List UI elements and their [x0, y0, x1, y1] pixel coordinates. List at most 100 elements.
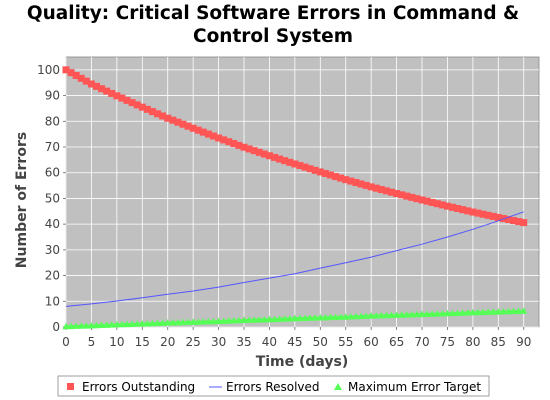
data-point-errors-outstanding: [118, 94, 126, 102]
x-tick-label: 55: [338, 335, 353, 349]
data-point-maximum-error-target: [169, 318, 177, 326]
x-tick-label: 90: [516, 335, 531, 349]
data-point-errors-outstanding: [67, 69, 75, 77]
data-point-errors-outstanding: [133, 101, 141, 109]
data-point-maximum-error-target: [296, 314, 304, 322]
data-point-errors-outstanding: [464, 207, 472, 215]
data-point-maximum-error-target: [504, 307, 512, 315]
data-point-errors-outstanding: [159, 112, 167, 120]
data-point-errors-outstanding: [209, 132, 217, 140]
data-point-maximum-error-target: [479, 308, 487, 316]
data-point-maximum-error-target: [311, 314, 319, 321]
data-point-errors-outstanding: [479, 210, 487, 218]
data-point-errors-outstanding: [321, 169, 329, 177]
x-tick-label: 45: [287, 335, 302, 349]
data-point-errors-outstanding: [449, 203, 457, 211]
y-axis-label: Number of Errors: [14, 132, 30, 268]
data-point-errors-outstanding: [250, 147, 258, 155]
data-point-maximum-error-target: [388, 311, 396, 319]
data-point-errors-outstanding: [342, 176, 350, 184]
x-axis-label: Time (days): [256, 354, 349, 370]
data-point-maximum-error-target: [393, 311, 401, 318]
data-point-maximum-error-target: [98, 321, 106, 329]
data-point-errors-outstanding: [433, 200, 441, 208]
data-point-maximum-error-target: [220, 317, 228, 324]
data-point-errors-outstanding: [199, 128, 207, 136]
data-point-errors-outstanding: [428, 198, 436, 206]
data-point-maximum-error-target: [128, 320, 136, 327]
data-point-errors-outstanding: [143, 105, 151, 113]
data-point-maximum-error-target: [235, 316, 243, 324]
data-point-errors-outstanding: [316, 168, 324, 176]
x-tick-label: 65: [389, 335, 404, 349]
y-tick-label: 10: [45, 294, 60, 308]
data-point-maximum-error-target: [362, 312, 370, 319]
data-point-maximum-error-target: [281, 315, 289, 322]
data-point-errors-outstanding: [388, 188, 396, 196]
data-point-errors-outstanding: [489, 212, 497, 220]
y-tick-label: 40: [45, 217, 60, 231]
data-point-maximum-error-target: [159, 319, 167, 326]
data-point-errors-outstanding: [306, 165, 314, 173]
data-point-errors-outstanding: [93, 82, 101, 90]
data-point-errors-outstanding: [113, 92, 121, 100]
data-point-errors-outstanding: [220, 136, 228, 144]
data-point-errors-outstanding: [352, 179, 360, 187]
data-point-errors-outstanding: [245, 145, 253, 153]
data-point-errors-outstanding: [154, 110, 162, 118]
data-point-maximum-error-target: [67, 322, 75, 330]
data-point-maximum-error-target: [403, 311, 411, 318]
data-point-errors-outstanding: [87, 80, 95, 88]
data-point-maximum-error-target: [382, 311, 390, 319]
data-point-maximum-error-target: [443, 309, 451, 317]
data-point-errors-outstanding: [393, 190, 401, 198]
data-point-maximum-error-target: [489, 308, 497, 315]
data-point-maximum-error-target: [148, 319, 156, 327]
data-point-maximum-error-target: [367, 312, 375, 319]
data-point-errors-outstanding: [260, 150, 268, 158]
data-point-errors-outstanding: [408, 193, 416, 201]
data-point-maximum-error-target: [209, 317, 217, 325]
data-point-maximum-error-target: [174, 318, 182, 326]
data-point-maximum-error-target: [469, 308, 477, 316]
legend-label-errors-resolved: Errors Resolved: [226, 380, 320, 394]
data-point-maximum-error-target: [357, 312, 365, 320]
x-tick-label: 85: [491, 335, 506, 349]
data-point-errors-outstanding: [174, 118, 182, 126]
data-point-errors-outstanding: [271, 153, 279, 161]
data-point-maximum-error-target: [215, 317, 223, 325]
data-point-errors-outstanding: [108, 89, 116, 97]
data-point-maximum-error-target: [306, 314, 314, 321]
data-point-maximum-error-target: [433, 310, 441, 317]
data-point-maximum-error-target: [438, 310, 446, 317]
data-point-maximum-error-target: [321, 313, 329, 321]
x-tick-label: 35: [236, 335, 251, 349]
axis-layer: 0 5 10 15 20 25 30 35 40 45 50 55 60 65 70 75 80 85 90 0 10 2…: [37, 63, 531, 349]
x-tick-label: 15: [135, 335, 150, 349]
data-point-maximum-error-target: [342, 313, 350, 320]
data-point-maximum-error-target: [459, 309, 467, 316]
data-point-maximum-error-target: [337, 313, 345, 320]
data-point-maximum-error-target: [332, 313, 340, 321]
data-point-errors-outstanding: [281, 157, 289, 165]
data-point-errors-outstanding: [230, 140, 238, 148]
x-tick-label: 25: [186, 335, 201, 349]
data-point-errors-outstanding: [204, 130, 212, 138]
data-point-errors-outstanding: [179, 120, 187, 128]
data-point-maximum-error-target: [347, 313, 355, 320]
data-point-maximum-error-target: [72, 322, 80, 329]
x-tick-label: 10: [109, 335, 124, 349]
data-point-errors-outstanding: [423, 197, 431, 205]
data-point-errors-outstanding: [484, 211, 492, 219]
data-point-maximum-error-target: [428, 310, 436, 317]
data-point-errors-outstanding: [169, 116, 177, 124]
x-tick-label: 20: [160, 335, 175, 349]
chart-title-line-2: Control System: [193, 26, 353, 47]
data-point-errors-outstanding: [367, 183, 375, 191]
y-tick-label: 50: [45, 191, 60, 205]
data-point-errors-outstanding: [398, 191, 406, 199]
data-point-maximum-error-target: [260, 315, 268, 323]
data-point-maximum-error-target: [372, 312, 380, 319]
